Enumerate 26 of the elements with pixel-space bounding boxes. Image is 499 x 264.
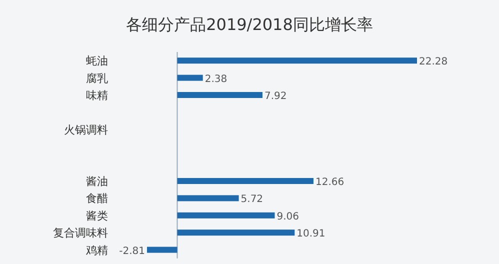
y-tick-label: 味精 [86, 89, 108, 102]
y-tick-label: 食醋 [86, 192, 108, 206]
y-tick-label: 腐乳 [86, 72, 108, 85]
data-label: 9.06 [276, 211, 299, 222]
y-tick-label: 蚝油 [86, 54, 108, 68]
data-label: 5.72 [240, 194, 264, 206]
y-tick-label: 鸡精 [85, 244, 108, 257]
bar [177, 195, 239, 202]
bar [147, 246, 178, 253]
chart-title: 各细分产品2019/2018同比增长率 [126, 15, 373, 34]
bar [177, 230, 295, 236]
bar [177, 58, 417, 64]
data-label: 2.38 [204, 74, 228, 85]
data-label: -2.81 [119, 246, 145, 257]
y-tick-label: 复合调味料 [53, 226, 108, 240]
y-tick-label: 火锅调料 [64, 123, 108, 136]
bar [177, 92, 262, 98]
bar [177, 74, 203, 81]
bar [177, 212, 275, 218]
y-tick-label: 酱类 [86, 209, 108, 222]
y-tick-label: 酱油 [86, 175, 108, 188]
data-label: 10.91 [296, 228, 326, 240]
data-label: 7.92 [264, 91, 287, 102]
data-label: 12.66 [315, 177, 344, 188]
bar [177, 178, 314, 184]
data-label: 22.28 [419, 56, 448, 68]
